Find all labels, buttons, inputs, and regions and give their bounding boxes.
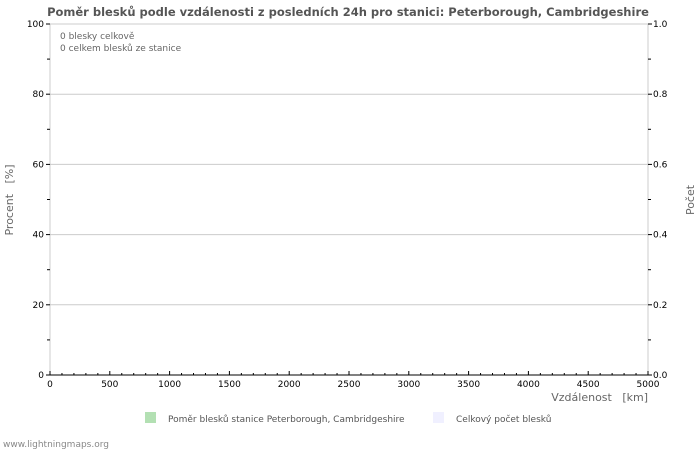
y-tick-label: 100: [27, 20, 44, 30]
y-tick-label: 80: [33, 90, 45, 100]
y2-tick-label: 0.8: [653, 90, 668, 100]
y2-tick-label: 0.4: [653, 231, 668, 241]
y-axis-label: Procent [%]: [3, 164, 16, 235]
chart-title: Poměr blesků podle vzdálenosti z posledn…: [47, 5, 649, 19]
legend-label-total: Celkový počet blesků: [456, 414, 551, 425]
x-tick-label: 3000: [397, 380, 420, 390]
y2-tick-label: 0.0: [653, 371, 668, 381]
x-tick-label: 4500: [577, 380, 600, 390]
plot-area: [49, 23, 649, 376]
x-tick-label: 1000: [158, 380, 181, 390]
y-tick-label: 40: [33, 231, 45, 241]
footer-credit: www.lightningmaps.org: [3, 440, 109, 450]
legend-label-station: Poměr blesků stanice Peterborough, Cambr…: [168, 414, 405, 425]
x-tick-label: 0: [47, 380, 53, 390]
annotation-total: 0 blesky celkově: [60, 32, 135, 42]
x-tick-label: 5000: [637, 380, 660, 390]
legend-swatch-total: [433, 412, 444, 423]
y2-tick-label: 0.6: [653, 160, 668, 170]
y-tick-label: 0: [38, 371, 44, 381]
legend-swatch-station: [145, 412, 156, 423]
x-tick-label: 2000: [278, 380, 301, 390]
x-tick-label: 2500: [338, 380, 361, 390]
y-tick-label: 60: [33, 160, 45, 170]
x-axis-label: Vzdálenost [km]: [551, 391, 648, 404]
y2-tick-label: 0.2: [653, 301, 667, 311]
annotation-station: 0 celkem blesků ze stanice: [60, 43, 182, 54]
x-tick-label: 1500: [218, 380, 241, 390]
y-tick-label: 20: [33, 301, 45, 311]
y2-axis-label: Počet: [684, 184, 697, 215]
x-tick-label: 500: [101, 380, 118, 390]
y2-tick-label: 1.0: [653, 20, 668, 30]
x-tick-label: 3500: [457, 380, 480, 390]
x-tick-label: 4000: [517, 380, 540, 390]
